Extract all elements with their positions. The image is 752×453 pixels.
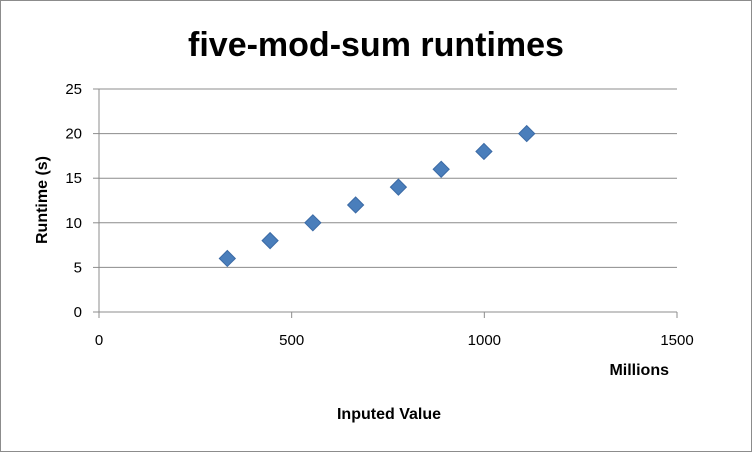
y-tick-label: 25 xyxy=(65,81,82,98)
data-point xyxy=(432,160,450,178)
y-tick-label: 10 xyxy=(65,215,82,232)
data-point xyxy=(218,249,237,268)
y-tick-label: 20 xyxy=(65,126,82,143)
data-point xyxy=(518,124,536,143)
data-points xyxy=(218,124,536,268)
y-tick-label: 5 xyxy=(74,259,82,276)
x-axis-label: Inputed Value xyxy=(337,406,441,423)
y-tick-label: 0 xyxy=(74,304,82,321)
x-display-unit-label: Millions xyxy=(609,362,669,379)
gridlines xyxy=(99,88,677,268)
x-tick-label: 1000 xyxy=(468,332,501,349)
data-point xyxy=(261,231,279,250)
y-tick-label: 15 xyxy=(65,170,82,187)
y-axis-label: Runtime (s) xyxy=(34,156,51,244)
data-point xyxy=(475,142,493,161)
axes xyxy=(93,88,678,318)
x-tick-label: 1500 xyxy=(660,332,693,349)
x-tick-label: 500 xyxy=(279,332,304,349)
chart-title: five-mod-sum runtimes xyxy=(188,26,564,64)
x-tick-label: 0 xyxy=(95,332,103,349)
tick-labels: 0 5 10 15 20 25 0 500 1000 1500 xyxy=(65,81,693,349)
data-point xyxy=(389,178,408,196)
data-point xyxy=(304,214,322,232)
data-point xyxy=(346,196,365,214)
